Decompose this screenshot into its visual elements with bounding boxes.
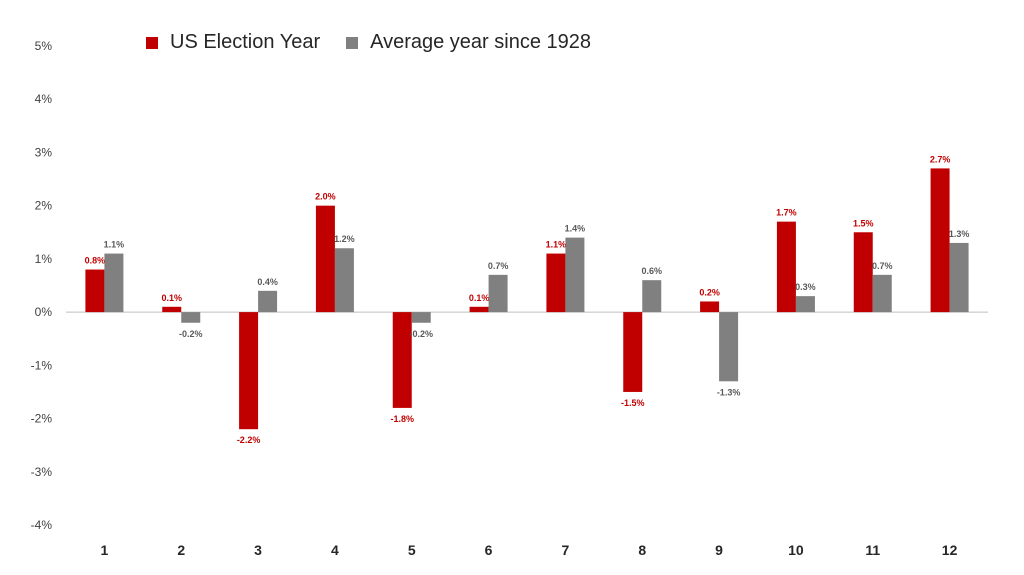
data-label-average: 1.3% — [949, 229, 970, 239]
data-label-election: 0.1% — [161, 293, 182, 303]
y-tick-label: 3% — [35, 145, 53, 159]
x-tick-label: 12 — [942, 542, 958, 558]
x-tick-label: 10 — [788, 542, 804, 558]
legend-item-election: US Election Year — [146, 31, 320, 54]
legend-label-average: Average year since 1928 — [370, 31, 591, 53]
data-label-average: 0.6% — [641, 266, 662, 276]
data-label-average: 0.7% — [488, 261, 509, 271]
bar-average — [949, 242, 969, 313]
y-tick-label: -2% — [31, 412, 53, 426]
y-tick-label: 4% — [35, 92, 53, 106]
data-label-election: 1.7% — [776, 208, 797, 218]
legend-item-average: Average year since 1928 — [346, 31, 591, 54]
data-label-average: 1.1% — [104, 240, 125, 250]
y-tick-label: -4% — [31, 518, 53, 532]
y-tick-label: 0% — [35, 305, 53, 319]
bar-election — [239, 312, 259, 430]
data-label-average: -1.3% — [717, 387, 741, 397]
data-label-average: 0.7% — [872, 261, 893, 271]
data-label-election: 0.1% — [469, 293, 490, 303]
legend-label-election: US Election Year — [170, 31, 321, 53]
data-label-average: 1.2% — [334, 234, 355, 244]
data-label-election: -2.2% — [237, 435, 261, 445]
x-tick-label: 6 — [485, 542, 493, 558]
bar-average — [258, 290, 278, 313]
y-tick-label: 2% — [35, 199, 53, 213]
data-label-average: 1.4% — [565, 224, 586, 234]
y-tick-label: -3% — [31, 465, 53, 479]
bar-average — [181, 312, 201, 323]
bar-election — [700, 301, 720, 313]
bar-election — [853, 232, 873, 313]
bar-average — [104, 253, 124, 313]
bar-average — [719, 312, 739, 382]
data-label-election: 0.2% — [699, 287, 720, 297]
bar-election — [392, 312, 412, 408]
bar-average — [565, 237, 585, 313]
data-label-average: -0.2% — [179, 329, 203, 339]
data-label-election: 2.7% — [930, 154, 951, 164]
x-tick-label: 9 — [715, 542, 723, 558]
data-label-average: 0.3% — [795, 282, 816, 292]
bar-election — [85, 269, 105, 313]
data-label-average: 0.4% — [257, 277, 278, 287]
bar-election — [162, 306, 182, 313]
bar-average — [411, 312, 431, 323]
x-tick-label: 5 — [408, 542, 416, 558]
bar-election — [546, 253, 566, 313]
x-tick-label: 1 — [101, 542, 109, 558]
x-tick-label: 8 — [638, 542, 646, 558]
x-tick-label: 2 — [177, 542, 185, 558]
y-tick-label: -1% — [31, 358, 53, 372]
x-tick-label: 3 — [254, 542, 262, 558]
bar-average — [872, 274, 892, 313]
y-tick-label: 5% — [35, 39, 53, 53]
bar-election — [776, 221, 796, 313]
bar-election — [469, 306, 489, 313]
data-label-average: -0.2% — [409, 329, 433, 339]
data-label-election: 0.8% — [85, 256, 106, 266]
x-tick-label: 7 — [562, 542, 570, 558]
legend-swatch-average — [346, 36, 359, 49]
bar-average — [488, 274, 508, 313]
legend-swatch-election — [146, 36, 158, 49]
chart-legend: US Election Year Average year since 1928 — [146, 31, 617, 54]
bar-average — [334, 248, 354, 313]
bar-election — [930, 168, 950, 313]
bar-election — [623, 312, 643, 392]
x-tick-label: 4 — [331, 542, 339, 558]
data-label-election: 1.1% — [546, 240, 567, 250]
data-label-election: 2.0% — [315, 192, 336, 202]
data-label-election: 1.5% — [853, 218, 874, 228]
bar-election — [315, 205, 335, 313]
y-tick-label: 1% — [35, 252, 53, 266]
data-label-election: -1.5% — [621, 398, 645, 408]
bar-average — [795, 296, 815, 313]
x-tick-label: 11 — [865, 542, 880, 558]
data-label-election: -1.8% — [390, 414, 414, 424]
bar-average — [642, 280, 662, 313]
